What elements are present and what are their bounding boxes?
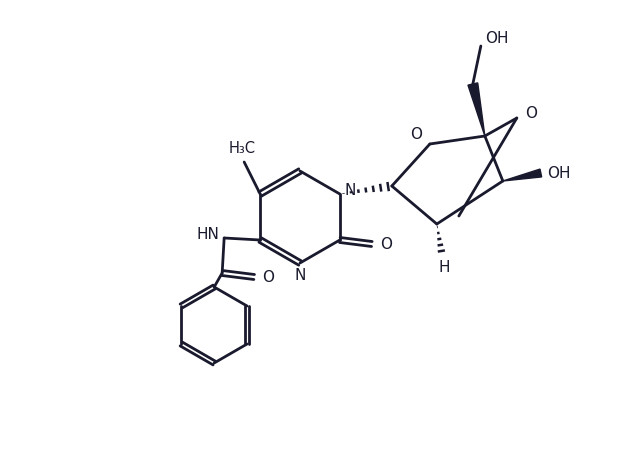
Text: OH: OH: [485, 31, 509, 46]
Text: O: O: [380, 236, 392, 251]
Polygon shape: [468, 83, 485, 136]
Text: O: O: [262, 269, 274, 284]
Text: N: N: [344, 182, 356, 197]
Text: H₃C: H₃C: [228, 141, 255, 156]
Text: HN: HN: [196, 227, 220, 242]
Text: OH: OH: [547, 165, 571, 180]
Text: O: O: [525, 105, 537, 120]
Text: O: O: [410, 126, 422, 141]
Text: H: H: [438, 260, 449, 275]
Text: N: N: [294, 267, 306, 282]
Polygon shape: [503, 169, 541, 181]
